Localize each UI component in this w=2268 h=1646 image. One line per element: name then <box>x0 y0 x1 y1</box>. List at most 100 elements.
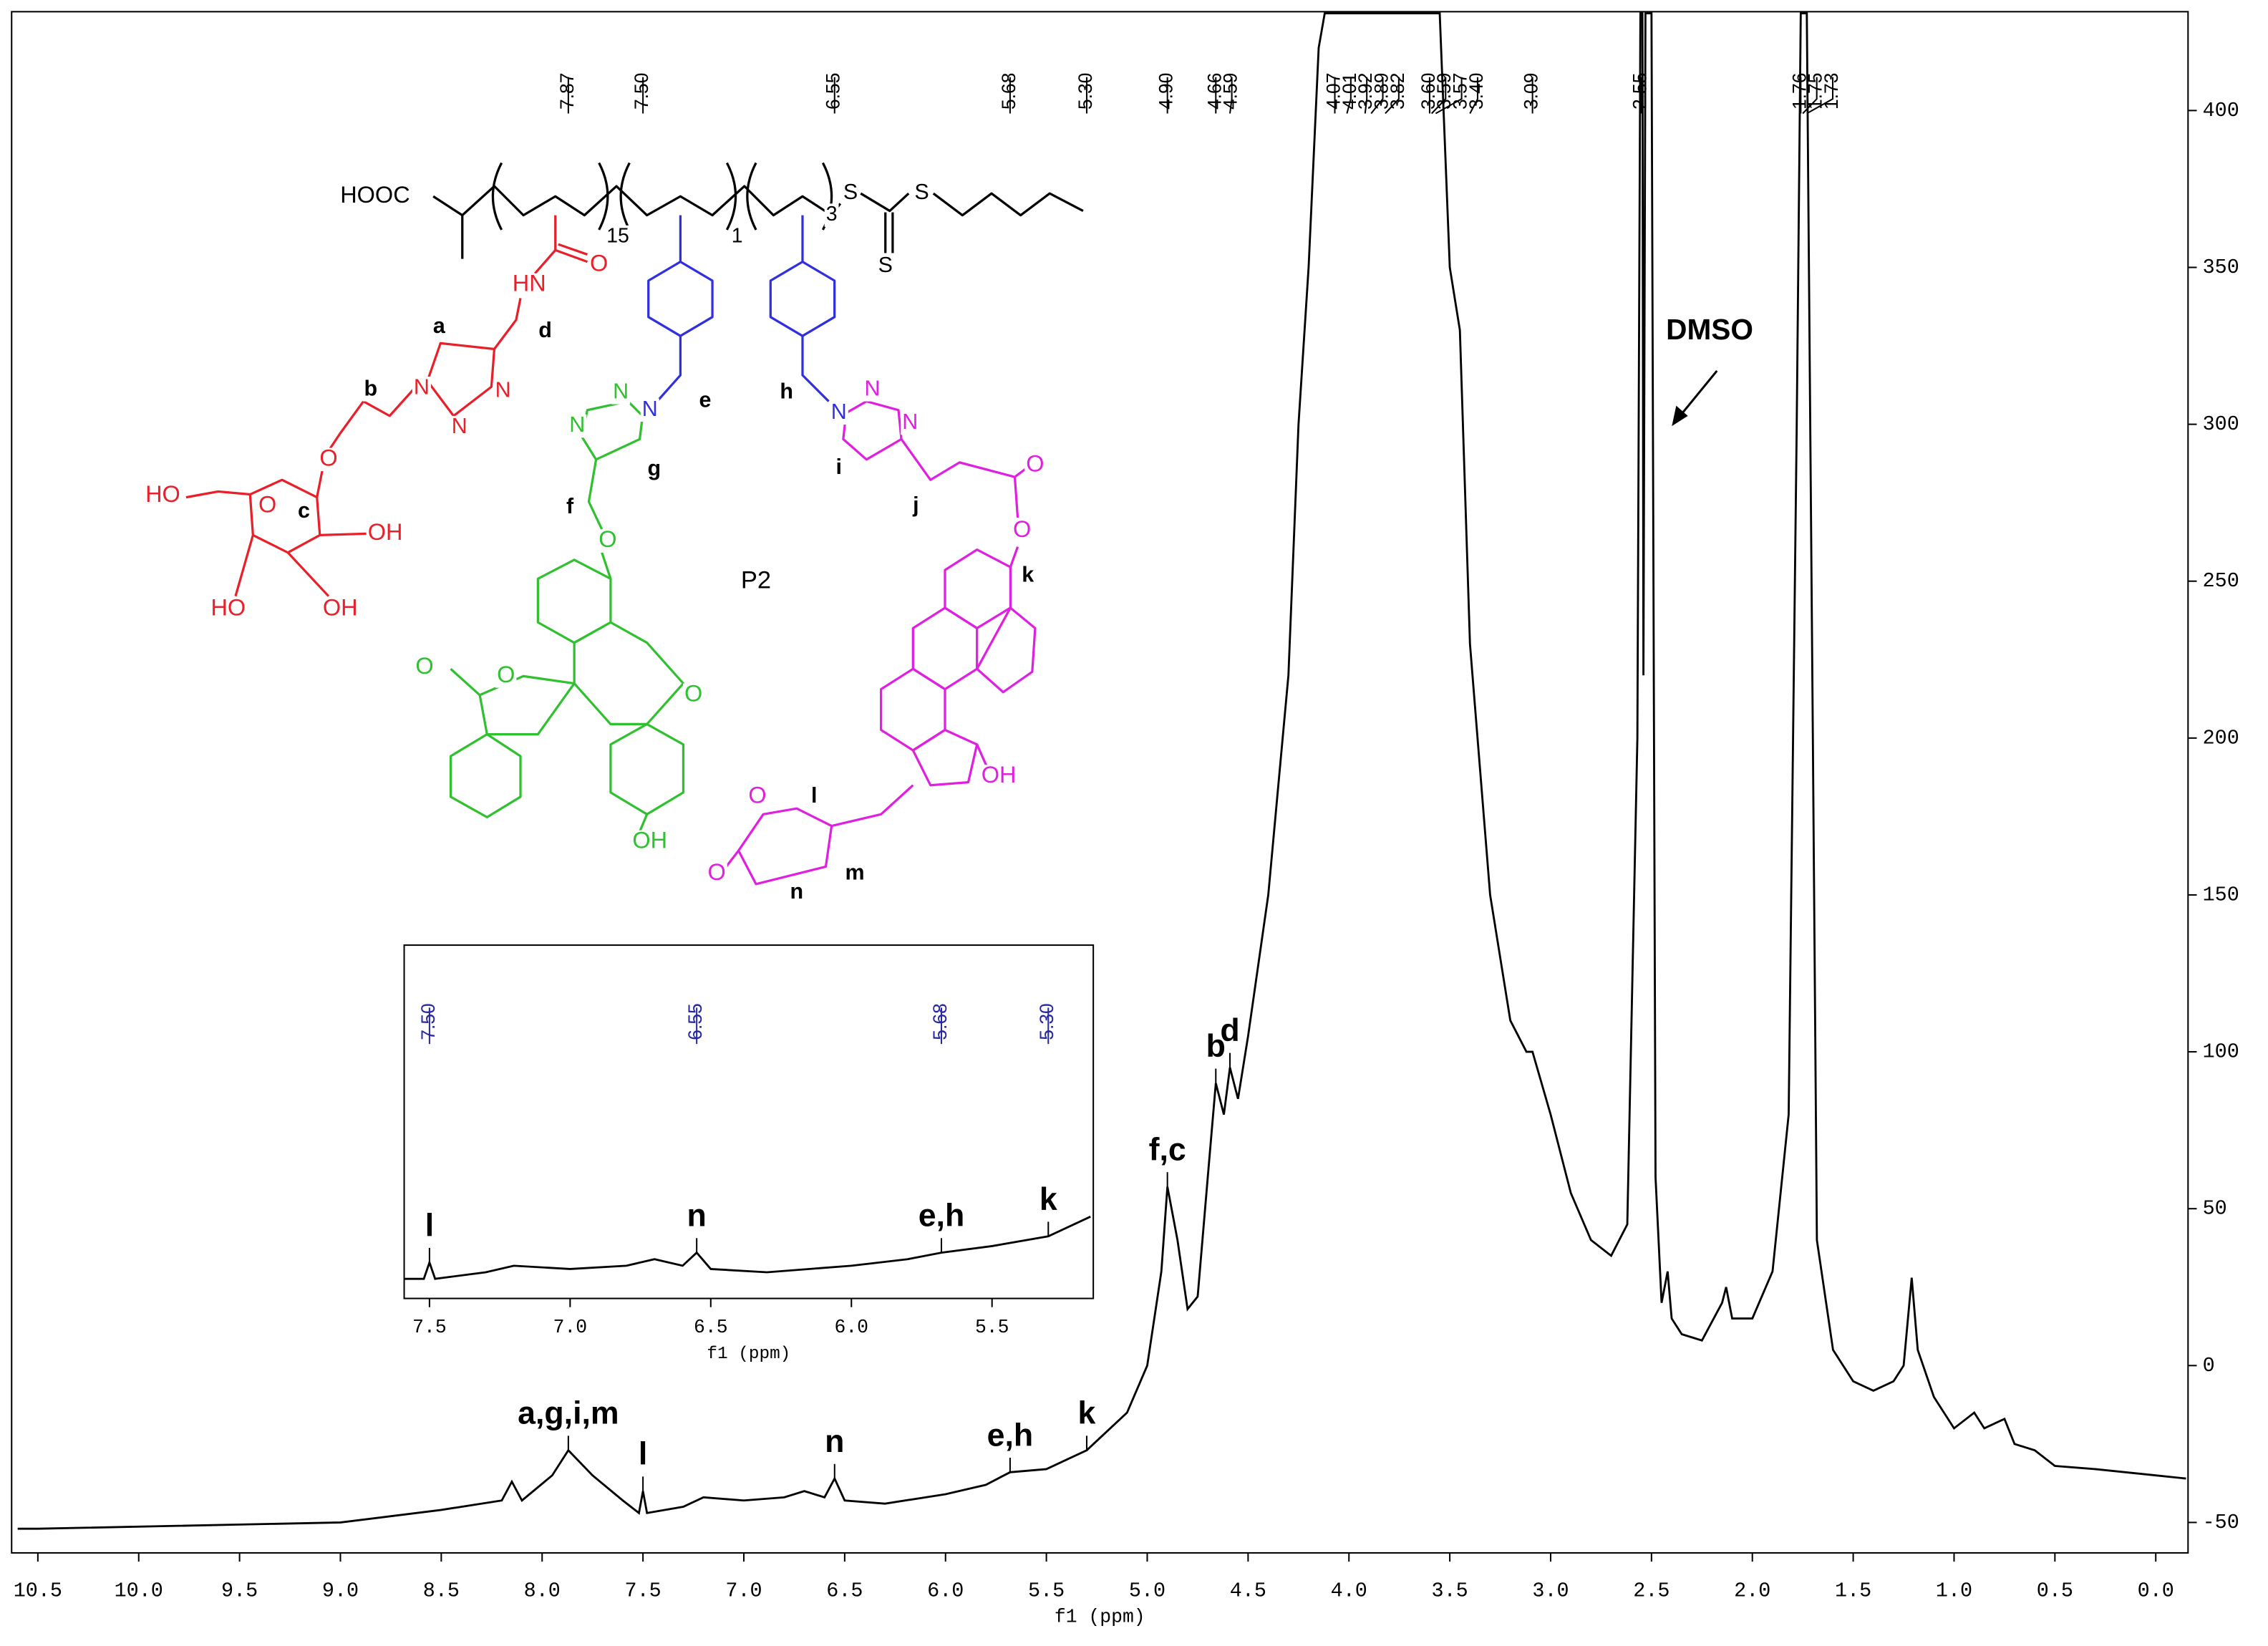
x-tick-label: 8.0 <box>524 1579 561 1602</box>
label-background <box>739 570 773 594</box>
peak-label: 3.82 <box>1387 73 1408 110</box>
peak-connector <box>1806 77 1834 115</box>
atom-label: HN <box>513 271 546 296</box>
atom-label: N <box>495 377 511 402</box>
atom-label: e <box>699 388 711 412</box>
peak-connector <box>1346 77 1352 114</box>
x-tick-label: 6.0 <box>834 1317 868 1338</box>
plot-frame <box>403 944 1095 1299</box>
label-background <box>495 664 517 688</box>
solvent-label: DMSO <box>1666 313 1753 346</box>
label-background <box>697 389 713 413</box>
atom-label: l <box>811 783 817 808</box>
peak-connector <box>1228 77 1233 114</box>
x-tick-label: 2.0 <box>1734 1579 1770 1602</box>
peak-connector <box>1364 77 1368 114</box>
y-tick-label: -50 <box>2203 1511 2239 1534</box>
peak-label: 7.50 <box>417 1003 439 1040</box>
atom-label: O <box>1013 516 1031 542</box>
atom-label: OH <box>323 595 358 621</box>
peak-label: 2.55 <box>1629 73 1651 110</box>
solvent-arrow <box>1677 369 1718 420</box>
bond <box>286 551 330 597</box>
atom-label: h <box>780 379 793 403</box>
label-background <box>450 415 469 440</box>
label-background <box>597 529 619 553</box>
bond <box>234 534 254 597</box>
x-tick-label: 10.0 <box>115 1579 163 1602</box>
label-background <box>843 862 866 886</box>
atom-label: O <box>258 491 276 517</box>
label-background <box>318 447 339 472</box>
label-background <box>913 181 931 205</box>
label-background <box>824 203 839 227</box>
bond <box>316 468 324 498</box>
peak-label: 6.55 <box>823 73 844 110</box>
label-background <box>366 522 404 546</box>
x-axis-label: f1 (ppm) <box>1055 1606 1145 1627</box>
annotation: d <box>1220 1013 1239 1048</box>
x-tick-label: 7.5 <box>412 1317 447 1338</box>
annotation: f,c <box>1149 1133 1186 1168</box>
label-background <box>788 881 805 905</box>
atom-label: k <box>1022 562 1034 586</box>
atom-label: O <box>590 250 608 276</box>
peak-label: 3.40 <box>1465 73 1487 110</box>
spectrum-line <box>17 12 2186 1530</box>
label-background <box>510 273 548 297</box>
label-background <box>640 398 659 422</box>
atom-label: HOOC <box>340 182 410 208</box>
peak-connector <box>1435 77 1463 115</box>
label-background <box>1011 519 1033 543</box>
label-background <box>646 458 663 482</box>
x-tick-label: 8.5 <box>423 1579 460 1602</box>
x-tick-label: 9.0 <box>322 1579 359 1602</box>
solvent-arrowhead <box>1672 405 1688 427</box>
label-background <box>876 254 894 278</box>
atom-label: g <box>648 456 662 480</box>
atom-label: 1 <box>732 225 743 248</box>
bond <box>601 552 612 579</box>
peak-connector <box>1469 77 1478 114</box>
atom-label: O <box>319 445 337 470</box>
annotation: b <box>1206 1029 1226 1064</box>
y-tick-label: 50 <box>2203 1197 2227 1221</box>
y-tick-label: 150 <box>2203 883 2239 906</box>
peak-label: 7.50 <box>631 73 652 110</box>
atom-label: N <box>569 412 585 437</box>
peak-label: 1.75 <box>1805 73 1826 110</box>
label-background <box>841 181 860 205</box>
bond <box>639 813 649 833</box>
bond <box>449 732 522 819</box>
label-background <box>1024 453 1046 478</box>
bond <box>493 298 522 350</box>
label-background <box>901 411 920 435</box>
peak-label: 5.30 <box>1036 1003 1057 1040</box>
atom-label: P2 <box>741 567 771 594</box>
inset-plot: 7.5 7.0 6.5 6.0 5.5 f1 (ppm) 7.50 6.55 5.68 5.30 l… <box>403 944 1095 1364</box>
atom-label: O <box>708 859 726 885</box>
annotation: k <box>1040 1182 1057 1217</box>
atom-label: S <box>914 180 929 204</box>
atom-label: 15 <box>606 225 629 248</box>
peak-connector <box>1431 77 1447 115</box>
x-tick-label: 7.0 <box>553 1317 588 1338</box>
atom-label: N <box>414 374 430 399</box>
x-tick-label: 5.5 <box>975 1317 1009 1338</box>
atom-label: N <box>864 376 880 400</box>
annotation: a,g,i,m <box>518 1396 619 1431</box>
atom-label: OH <box>368 519 403 545</box>
label-background <box>706 862 727 886</box>
label-background <box>362 378 379 402</box>
label-background <box>588 253 610 276</box>
label-background <box>1020 564 1036 588</box>
bond <box>450 668 481 696</box>
peak-label: 5.68 <box>998 73 1019 110</box>
atom-label: N <box>831 400 847 424</box>
bond <box>426 342 496 417</box>
atom-label: O <box>684 680 702 706</box>
label-background <box>431 315 447 339</box>
label-background <box>778 381 795 405</box>
